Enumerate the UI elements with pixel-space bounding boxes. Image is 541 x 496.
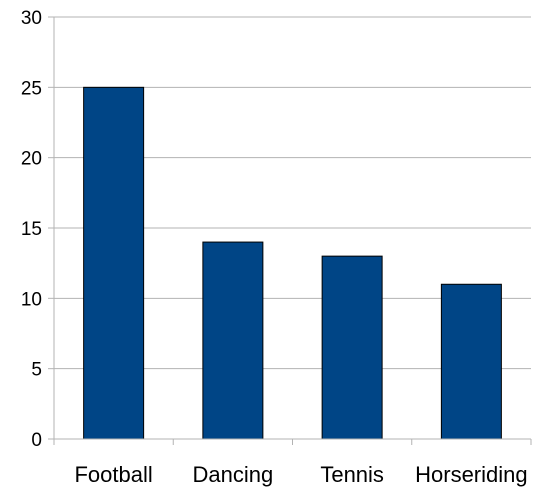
x-tick-label-tennis: Tennis (320, 462, 384, 487)
y-tick-label-30: 30 (21, 8, 42, 29)
x-tick-label-football: Football (74, 462, 152, 487)
y-tick-label-25: 25 (21, 78, 42, 99)
y-tick-label-0: 0 (31, 430, 42, 451)
y-tick-label-5: 5 (31, 360, 42, 381)
x-tick-label-dancing: Dancing (193, 462, 274, 487)
y-tick-labels: 0 5 10 15 20 25 30 (21, 8, 42, 451)
y-tick-label-15: 15 (21, 219, 42, 240)
bar-horseriding (440, 283, 502, 440)
y-tick-label-10: 10 (21, 289, 42, 310)
bars (83, 86, 502, 440)
bar-football (83, 86, 145, 440)
x-tick-labels: Football Dancing Tennis Horseriding (74, 462, 527, 487)
bar-dancing (202, 241, 264, 440)
x-tick-label-horseriding: Horseriding (415, 462, 528, 487)
axes (48, 16, 532, 445)
y-tick-label-20: 20 (21, 149, 42, 170)
bar-tennis (321, 255, 383, 440)
